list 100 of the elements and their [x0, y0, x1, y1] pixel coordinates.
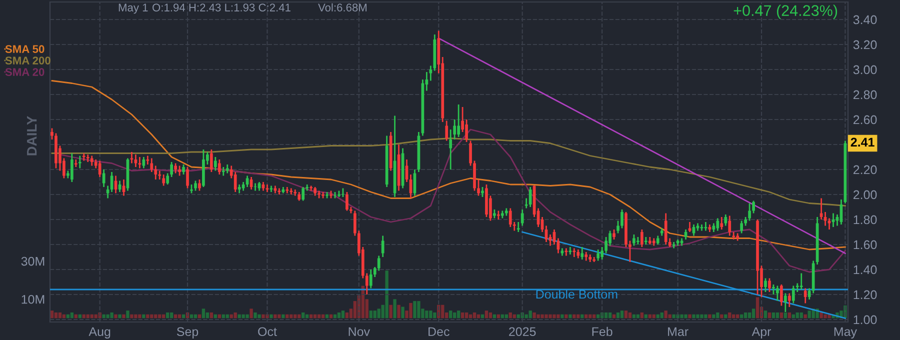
candlestick: [174, 162, 177, 174]
bar: [560, 314, 564, 318]
bar: [764, 310, 768, 318]
bar: [608, 312, 612, 318]
bar: [258, 314, 261, 318]
bar: [604, 312, 608, 318]
bar: [138, 314, 142, 318]
bar: [254, 312, 257, 318]
bar: [246, 314, 249, 318]
bar: [708, 314, 712, 318]
candlestick: [764, 278, 767, 293]
candlestick: [302, 186, 305, 202]
candlestick: [716, 218, 720, 232]
candlestick: [580, 246, 584, 260]
line-series: [51, 138, 846, 206]
candlestick: [776, 285, 779, 302]
bar: [664, 310, 668, 318]
bar: [484, 310, 488, 318]
candlestick: [720, 216, 724, 230]
bar: [672, 314, 676, 318]
legend-label: SMA 20: [5, 68, 44, 76]
y-tick-label: 2.80: [853, 90, 877, 100]
candlestick: [748, 202, 751, 222]
bar: [536, 314, 540, 318]
bar: [417, 301, 420, 318]
y-tick-label: 2.20: [853, 165, 877, 174]
bar: [210, 312, 214, 318]
bar: [552, 314, 556, 318]
x-tick-label: Dec: [428, 327, 450, 336]
bar: [752, 308, 756, 318]
bar: [768, 312, 772, 318]
bar: [202, 308, 206, 318]
bar: [110, 312, 114, 318]
candlestick: [596, 248, 600, 262]
bar: [692, 314, 696, 318]
candlestick: [246, 175, 249, 188]
candlestick: [50, 128, 54, 140]
bar: [130, 314, 134, 318]
candlestick: [218, 158, 221, 176]
candlestick: [780, 284, 783, 306]
bar: [472, 312, 476, 318]
bar: [508, 312, 512, 318]
ref-line-label: Double Bottom: [536, 290, 618, 299]
bar: [389, 304, 392, 318]
candlestick: [234, 171, 237, 193]
bar: [668, 314, 672, 318]
candlestick: [210, 148, 213, 173]
candlestick: [102, 168, 106, 188]
bar: [796, 312, 799, 318]
x-tick-label: Sep: [176, 327, 198, 339]
bar: [413, 301, 416, 318]
bar: [776, 312, 780, 318]
bar: [242, 314, 245, 318]
candlestick: [142, 156, 146, 169]
candlestick: [162, 174, 166, 186]
x-tick-label: Aug: [88, 327, 110, 339]
candlestick: [214, 156, 217, 172]
bar: [401, 306, 404, 318]
bar: [102, 314, 106, 318]
candlestick: [692, 224, 696, 236]
candlestick: [377, 255, 380, 272]
bar: [756, 297, 760, 318]
bar: [114, 314, 118, 318]
bar: [828, 314, 831, 318]
candlestick: [724, 214, 728, 226]
y2-tick-label: 30M: [21, 256, 44, 266]
bar: [278, 314, 281, 318]
candlestick: [788, 292, 791, 308]
bar: [345, 312, 349, 318]
candlestick: [824, 211, 827, 226]
bar: [620, 310, 624, 318]
bar: [820, 312, 823, 318]
bar: [373, 310, 376, 318]
y-tick-label: 3.00: [853, 65, 877, 74]
bar: [341, 310, 345, 318]
bar: [409, 302, 412, 318]
bar: [270, 314, 273, 318]
candlestick: [70, 152, 74, 183]
bar: [369, 310, 372, 318]
candlestick: [381, 235, 384, 258]
bar: [684, 314, 688, 318]
candlestick: [516, 221, 520, 233]
bar: [397, 304, 400, 318]
x-tick-label: Oct: [258, 327, 277, 336]
bar: [564, 314, 568, 318]
candlestick: [740, 220, 744, 234]
y-tick-label: 1.60: [854, 240, 877, 250]
bar: [126, 310, 130, 318]
bar: [286, 314, 289, 318]
bar: [274, 314, 277, 318]
bar: [441, 304, 444, 318]
bar: [94, 314, 98, 318]
annotation: 2.41: [850, 138, 874, 146]
bar: [704, 314, 708, 318]
x-tick-label: Nov: [348, 327, 370, 336]
bar: [429, 310, 432, 318]
bar: [532, 312, 536, 318]
candlestick: [369, 268, 372, 289]
x-tick-label: 2025: [509, 327, 536, 336]
candlestick: [804, 288, 807, 304]
